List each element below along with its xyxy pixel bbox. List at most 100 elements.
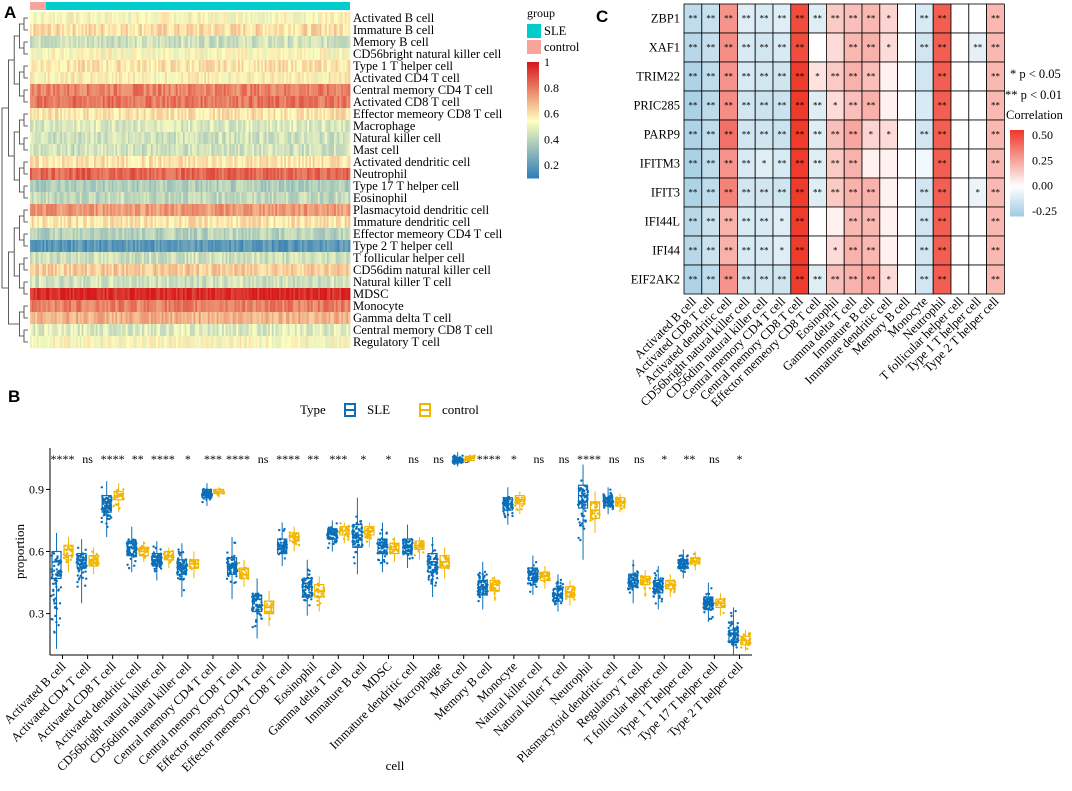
heatmap-cell [110, 132, 113, 145]
heatmap-cell [225, 108, 228, 121]
heatmap-cell [346, 264, 349, 277]
heatmap-cell [273, 276, 276, 289]
heatmap-cell [81, 264, 84, 277]
heatmap-cell [38, 324, 42, 337]
heatmap-cell [101, 276, 104, 289]
heatmap-cell [113, 168, 116, 181]
heatmap-cell [33, 288, 36, 301]
heatmap-cell [175, 252, 178, 265]
heatmap-cell [54, 36, 58, 49]
heatmap-cell [47, 264, 50, 277]
heatmap-cell [204, 192, 207, 205]
heatmap-cell [126, 144, 129, 157]
heatmap-cell [104, 204, 107, 217]
heatmap-cell [257, 180, 260, 193]
heatmap-cell [239, 192, 242, 205]
heatmap-cell [156, 48, 159, 61]
heatmap-cell [106, 36, 109, 49]
heatmap-cell [278, 120, 282, 133]
heatmap-cell [302, 276, 305, 289]
heatmap-cell [129, 240, 132, 253]
heatmap-cell [138, 168, 141, 181]
heatmap-cell [181, 132, 184, 145]
heatmap-cell [293, 132, 296, 145]
heatmap-cell [298, 12, 301, 25]
heatmap-cell [58, 288, 61, 301]
heatmap-cell [78, 180, 81, 193]
heatmap-cell [140, 276, 143, 289]
heatmap-cell [325, 156, 328, 169]
heatmap-row-label: Central memory CD4 T cell [353, 83, 493, 97]
heatmap-cell [170, 72, 173, 85]
heatmap-cell [261, 108, 264, 121]
heatmap-cell [223, 24, 226, 37]
heatmap-cell [305, 84, 308, 97]
heatmap-cell [127, 324, 130, 337]
heatmap-cell [156, 156, 159, 169]
heatmap-cell [33, 192, 36, 205]
heatmap-cell [259, 288, 262, 301]
heatmap-cell [33, 180, 36, 193]
heatmap-cell [152, 252, 155, 265]
heatmap-cell [214, 108, 218, 121]
heatmap-cell [33, 96, 36, 109]
heatmap-cell [264, 276, 267, 289]
heatmap-cell [122, 264, 125, 277]
heatmap-cell [143, 156, 146, 169]
heatmap-cell [250, 108, 253, 121]
heatmap-cell [188, 276, 191, 289]
heatmap-cell [111, 108, 114, 121]
heatmap-cell [40, 324, 43, 337]
heatmap-cell [216, 132, 219, 145]
heatmap-cell [131, 324, 134, 337]
heatmap-cell [134, 24, 138, 37]
heatmap-cell [92, 156, 95, 169]
heatmap-cell [150, 228, 154, 241]
heatmap-cell [70, 264, 74, 277]
heatmap-cell [35, 24, 38, 37]
heatmap-cell [204, 132, 207, 145]
heatmap-cell [46, 216, 49, 229]
heatmap-cell [310, 120, 314, 133]
heatmap-cell [83, 36, 86, 49]
heatmap-cell [134, 204, 138, 217]
heatmap-cell [204, 60, 207, 73]
heatmap-cell [310, 228, 314, 241]
heatmap-cell [124, 300, 127, 313]
heatmap-cell [35, 228, 38, 241]
heatmap-cell [138, 240, 141, 253]
heatmap-cell [142, 60, 145, 73]
heatmap-cell [227, 324, 230, 337]
heatmap-cell [60, 300, 63, 313]
heatmap-cell [193, 132, 196, 145]
heatmap-cell [101, 312, 104, 325]
heatmap-cell [104, 108, 107, 121]
heatmap-cell [211, 168, 214, 181]
heatmap-cell [255, 240, 258, 253]
heatmap-cell [232, 48, 235, 61]
heatmap-cell [138, 192, 141, 205]
heatmap-row-label: Activated B cell [353, 11, 435, 25]
heatmap-cell [234, 132, 237, 145]
heatmap-cell [193, 192, 196, 205]
heatmap-cell [161, 24, 164, 37]
heatmap-cell [172, 144, 175, 157]
heatmap-cell [177, 72, 180, 85]
heatmap-cell [149, 252, 152, 265]
heatmap-cell [337, 192, 340, 205]
heatmap-cell [154, 12, 157, 25]
heatmap-cell [234, 96, 237, 109]
heatmap-cell [133, 36, 136, 49]
heatmap-cell [113, 12, 116, 25]
heatmap-cell [286, 276, 289, 289]
heatmap-cell [136, 144, 139, 157]
heatmap-cell [181, 228, 184, 241]
heatmap-cell [325, 120, 328, 133]
heatmap-cell [156, 60, 159, 73]
heatmap-cell [51, 204, 54, 217]
heatmap-cell [101, 24, 104, 37]
heatmap-cell [348, 300, 351, 313]
heatmap-cell [280, 36, 283, 49]
heatmap-cell [134, 168, 138, 181]
heatmap-cell [223, 216, 226, 229]
